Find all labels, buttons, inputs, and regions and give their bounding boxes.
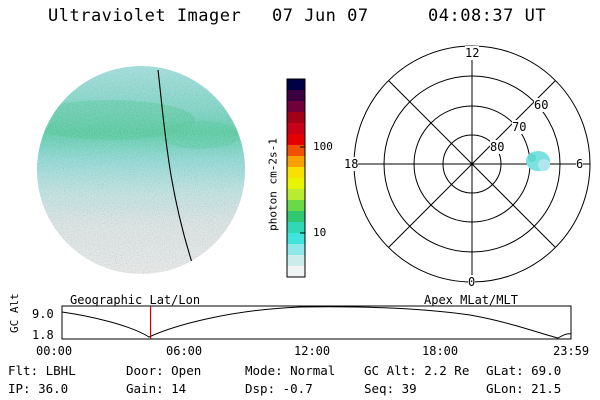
- mlt-label-0: 0: [468, 275, 476, 289]
- colorbar-tick-100: 100: [313, 140, 333, 153]
- colorbar-swatch: [287, 123, 305, 135]
- mode-status: Mode: Normal: [245, 363, 336, 378]
- apex-label: Apex MLat/MLT: [424, 293, 518, 307]
- glat-status: GLat: 69.0: [486, 363, 562, 378]
- mlat-label-80: 80: [490, 140, 505, 154]
- colorbar-swatch: [287, 145, 305, 157]
- mlat-label-70: 70: [512, 120, 527, 134]
- colorbar-swatch: [287, 244, 305, 256]
- mlt-label-6: 6: [576, 157, 584, 171]
- colorbar-swatch: [287, 178, 305, 190]
- colorbar-swatch: [287, 211, 305, 223]
- colorbar-swatch: [287, 167, 305, 179]
- colorbar-swatch: [287, 189, 305, 201]
- colorbar-swatch: [287, 222, 305, 234]
- colorbar-swatch: [287, 233, 305, 245]
- mlat-label-60: 60: [534, 98, 549, 112]
- x-tick-1800: 18:00: [422, 344, 459, 358]
- filter-status: Flt: LBHL: [8, 363, 76, 378]
- ip-status: IP: 36.0: [8, 381, 69, 396]
- x-tick-1200: 12:00: [294, 344, 331, 358]
- strip-y-bottom: 1.8: [32, 328, 54, 342]
- x-tick-0000: 00:00: [36, 344, 73, 358]
- instrument-title: Ultraviolet Imager: [48, 6, 242, 26]
- mlt-label-12: 12: [465, 46, 480, 60]
- colorbar-swatch: [287, 266, 305, 278]
- colorbar-swatch: [287, 134, 305, 146]
- glon-status: GLon: 21.5: [486, 381, 562, 396]
- auroral-blob: [526, 151, 550, 171]
- time-label: 04:08:37 UT: [428, 6, 547, 26]
- gc-alt-status: GC Alt: 2.2 Re: [364, 363, 470, 378]
- colorbar-swatch: [287, 90, 305, 102]
- geographic-label: Geographic Lat/Lon: [70, 293, 201, 307]
- colorbar-swatch: [287, 79, 305, 91]
- door-status: Door: Open: [126, 363, 202, 378]
- seq-status: Seq: 39: [364, 381, 417, 396]
- colorbar-tick-10: 10: [313, 226, 327, 239]
- colorbar-swatch: [287, 200, 305, 212]
- x-tick-0600: 06:00: [166, 344, 203, 358]
- strip-y-top: 9.0: [32, 307, 54, 321]
- colorbar-swatch: [287, 255, 305, 267]
- date-label: 07 Jun 07: [272, 6, 369, 26]
- mlt-label-18: 18: [344, 157, 359, 171]
- gain-status: Gain: 14: [126, 381, 187, 396]
- colorbar-swatch: [287, 156, 305, 168]
- colorbar-swatch: [287, 112, 305, 124]
- x-tick-2359: 23:59: [553, 344, 590, 358]
- dsp-status: Dsp: -0.7: [245, 381, 313, 396]
- colorbar-swatch: [287, 101, 305, 113]
